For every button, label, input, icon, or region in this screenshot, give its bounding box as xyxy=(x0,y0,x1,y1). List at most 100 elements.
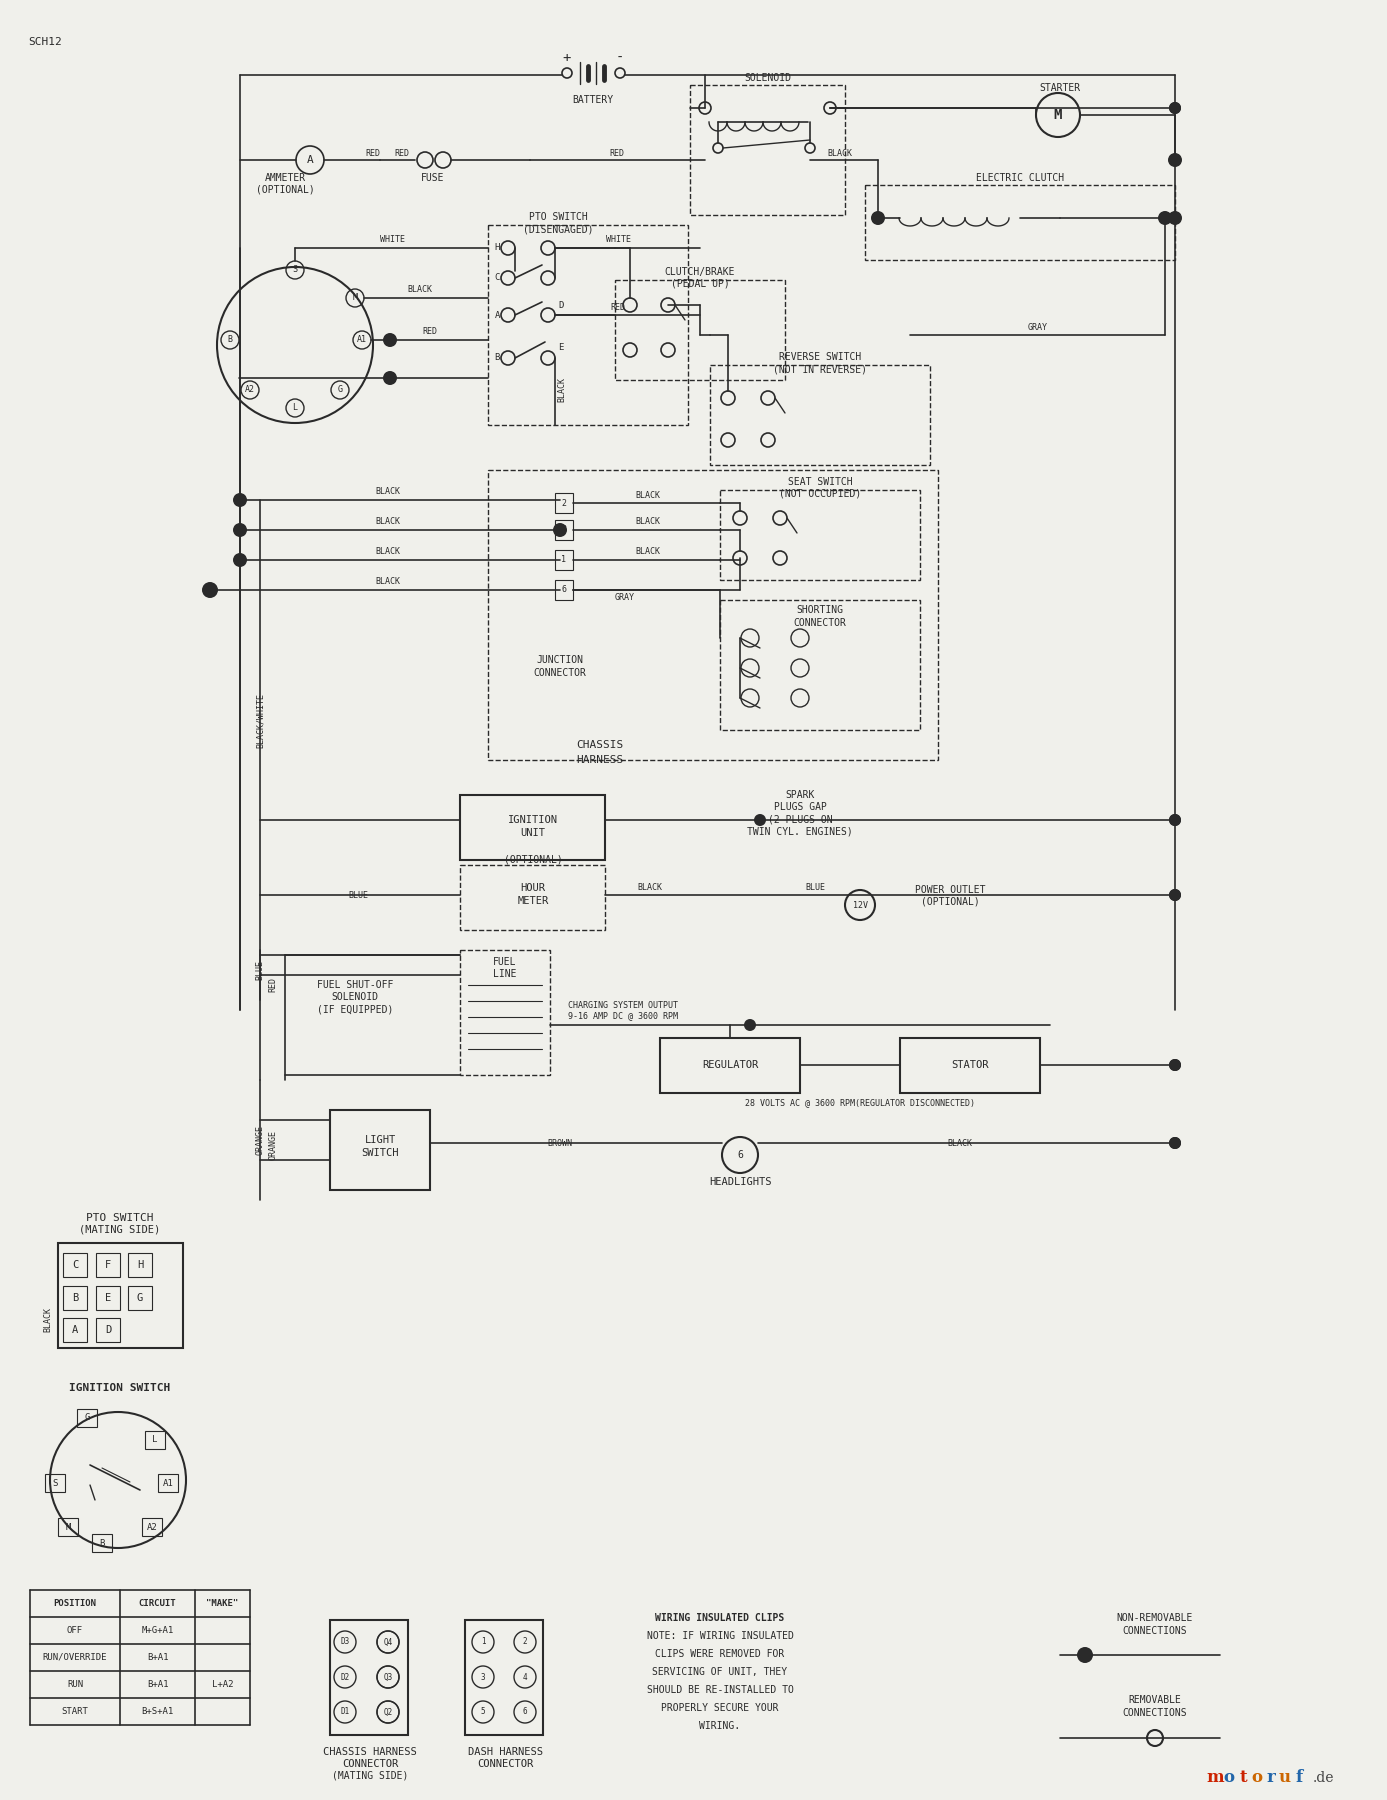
Text: D2: D2 xyxy=(340,1672,350,1681)
Bar xyxy=(720,490,920,580)
Text: REMOVABLE: REMOVABLE xyxy=(1129,1696,1182,1705)
Text: C: C xyxy=(72,1260,78,1271)
Text: B: B xyxy=(72,1292,78,1303)
Text: START: START xyxy=(61,1706,89,1715)
Text: PLUGS GAP: PLUGS GAP xyxy=(774,803,827,812)
Circle shape xyxy=(1169,1138,1180,1148)
Circle shape xyxy=(1169,155,1180,166)
Text: 2: 2 xyxy=(562,499,566,508)
Text: A: A xyxy=(495,310,499,320)
Text: o: o xyxy=(1251,1769,1262,1786)
Text: 6: 6 xyxy=(523,1708,527,1717)
Text: BLACK: BLACK xyxy=(43,1307,53,1332)
Text: PROPERLY SECURE YOUR: PROPERLY SECURE YOUR xyxy=(662,1703,778,1714)
Text: RED: RED xyxy=(423,328,437,337)
Bar xyxy=(555,551,573,571)
Text: SWITCH: SWITCH xyxy=(361,1148,398,1157)
Text: METER: METER xyxy=(517,896,549,905)
Text: B: B xyxy=(495,353,499,362)
Bar xyxy=(96,1318,121,1343)
Text: HOUR: HOUR xyxy=(520,884,545,893)
Text: 28 VOLTS AC @ 3600 RPM(REGULATOR DISCONNECTED): 28 VOLTS AC @ 3600 RPM(REGULATOR DISCONN… xyxy=(745,1098,975,1107)
Text: D1: D1 xyxy=(340,1708,350,1717)
Circle shape xyxy=(553,524,567,536)
Text: BLACK: BLACK xyxy=(635,518,660,526)
Text: r: r xyxy=(1266,1769,1276,1786)
Text: E: E xyxy=(558,344,563,353)
Text: S: S xyxy=(293,265,297,274)
Text: 1: 1 xyxy=(562,556,566,565)
Text: BATTERY: BATTERY xyxy=(573,95,613,104)
Text: SERVICING OF UNIT, THEY: SERVICING OF UNIT, THEY xyxy=(652,1667,788,1678)
Bar xyxy=(488,225,688,425)
Text: IGNITION: IGNITION xyxy=(508,815,558,824)
Text: STARTER: STARTER xyxy=(1039,83,1080,94)
Text: UNIT: UNIT xyxy=(520,828,545,839)
Text: M: M xyxy=(65,1523,71,1532)
Text: L+A2: L+A2 xyxy=(212,1679,233,1688)
Text: DASH HARNESS: DASH HARNESS xyxy=(467,1748,542,1757)
Text: BLUE: BLUE xyxy=(804,882,825,891)
Text: CONNECTIONS: CONNECTIONS xyxy=(1122,1708,1187,1717)
Text: A1: A1 xyxy=(356,335,368,344)
Text: WHITE: WHITE xyxy=(380,236,405,245)
Circle shape xyxy=(1169,1058,1180,1071)
Bar xyxy=(78,1409,97,1427)
Text: o: o xyxy=(1223,1769,1234,1786)
Circle shape xyxy=(755,814,766,826)
Text: WIRING.: WIRING. xyxy=(699,1721,741,1732)
Text: SHORTING: SHORTING xyxy=(796,605,843,616)
Circle shape xyxy=(1169,1138,1180,1148)
Text: G: G xyxy=(337,385,343,394)
Text: f: f xyxy=(1295,1769,1302,1786)
Bar xyxy=(96,1285,121,1310)
Text: CLIPS WERE REMOVED FOR: CLIPS WERE REMOVED FOR xyxy=(656,1649,785,1660)
Text: CLUTCH/BRAKE: CLUTCH/BRAKE xyxy=(664,266,735,277)
Text: CONNECTOR: CONNECTOR xyxy=(341,1759,398,1769)
Circle shape xyxy=(383,333,397,347)
Text: CHARGING SYSTEM OUTPUT: CHARGING SYSTEM OUTPUT xyxy=(569,1001,678,1010)
Text: 5: 5 xyxy=(481,1708,485,1717)
Text: IGNITION SWITCH: IGNITION SWITCH xyxy=(69,1382,171,1393)
Text: G: G xyxy=(85,1413,90,1422)
Text: SOLENOID: SOLENOID xyxy=(331,992,379,1003)
Circle shape xyxy=(233,524,247,536)
Text: (IF EQUIPPED): (IF EQUIPPED) xyxy=(316,1004,393,1013)
Text: 3: 3 xyxy=(481,1672,485,1681)
Text: 12V: 12V xyxy=(853,900,867,909)
Bar xyxy=(865,185,1175,259)
Bar xyxy=(555,493,573,513)
Text: A2: A2 xyxy=(245,385,255,394)
Text: NOTE: IF WIRING INSULATED: NOTE: IF WIRING INSULATED xyxy=(646,1631,793,1642)
Text: 6: 6 xyxy=(736,1150,743,1159)
Text: BLUE: BLUE xyxy=(348,891,368,900)
Text: FUSE: FUSE xyxy=(422,173,445,184)
Text: M+G+A1: M+G+A1 xyxy=(141,1625,173,1634)
Text: S: S xyxy=(53,1478,58,1487)
Text: F: F xyxy=(105,1260,111,1271)
Circle shape xyxy=(743,1019,756,1031)
Text: CONNECTOR: CONNECTOR xyxy=(477,1759,533,1769)
Text: BLACK: BLACK xyxy=(828,149,853,158)
Text: ORANGE: ORANGE xyxy=(269,1130,277,1159)
Text: RED: RED xyxy=(394,149,409,158)
Text: "MAKE": "MAKE" xyxy=(207,1598,239,1607)
Text: (PEDAL UP): (PEDAL UP) xyxy=(671,279,730,290)
Bar xyxy=(555,520,573,540)
Bar xyxy=(92,1534,112,1552)
Text: SEAT SWITCH: SEAT SWITCH xyxy=(788,477,853,488)
Text: Q2: Q2 xyxy=(383,1708,393,1717)
Bar xyxy=(900,1039,1040,1093)
Text: POSITION: POSITION xyxy=(54,1598,97,1607)
Text: (OPTIONAL): (OPTIONAL) xyxy=(921,896,979,907)
Text: 4: 4 xyxy=(523,1672,527,1681)
Text: CONNECTOR: CONNECTOR xyxy=(534,668,587,679)
Text: POWER OUTLET: POWER OUTLET xyxy=(915,886,985,895)
Text: RED: RED xyxy=(269,977,277,992)
Text: TWIN CYL. ENGINES): TWIN CYL. ENGINES) xyxy=(748,826,853,835)
Text: H: H xyxy=(137,1260,143,1271)
Text: CHASSIS: CHASSIS xyxy=(577,740,624,751)
Bar xyxy=(146,1431,165,1449)
Circle shape xyxy=(1076,1647,1093,1663)
Text: BLACK/WHITE: BLACK/WHITE xyxy=(255,693,265,747)
